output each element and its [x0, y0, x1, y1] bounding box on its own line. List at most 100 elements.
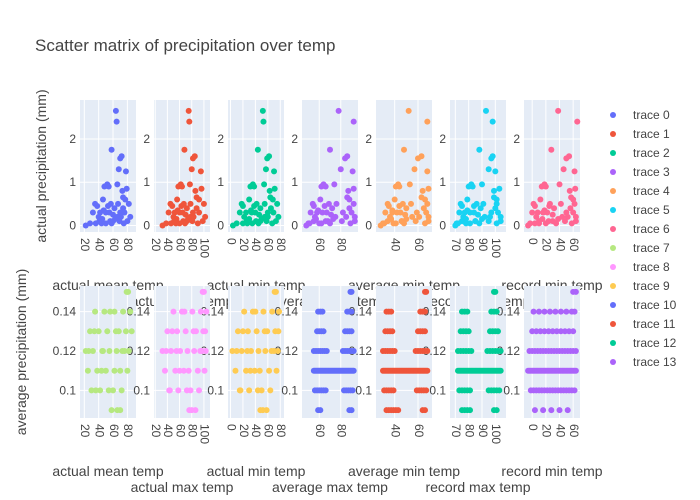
data-point[interactable]	[424, 367, 431, 374]
data-point[interactable]	[338, 218, 345, 225]
data-point[interactable]	[542, 183, 549, 190]
data-point[interactable]	[197, 348, 204, 355]
data-point[interactable]	[117, 209, 124, 216]
data-point[interactable]	[100, 207, 107, 214]
data-point[interactable]	[274, 348, 281, 355]
legend-item[interactable]: trace 9	[610, 279, 670, 293]
data-point[interactable]	[271, 168, 278, 175]
data-point[interactable]	[401, 146, 407, 153]
data-point[interactable]	[190, 328, 197, 335]
data-point[interactable]	[391, 348, 398, 355]
data-point[interactable]	[572, 185, 579, 192]
data-point[interactable]	[425, 185, 432, 192]
data-point[interactable]	[392, 220, 399, 227]
data-point[interactable]	[256, 367, 263, 374]
data-point[interactable]	[566, 328, 573, 335]
data-point[interactable]	[467, 407, 473, 414]
data-point[interactable]	[202, 348, 209, 355]
data-point[interactable]	[94, 367, 101, 374]
data-point[interactable]	[330, 216, 337, 223]
data-point[interactable]	[348, 308, 355, 315]
data-point[interactable]	[350, 200, 357, 207]
data-point[interactable]	[424, 118, 431, 125]
data-point[interactable]	[389, 328, 396, 335]
legend-item[interactable]: trace 10	[610, 298, 677, 312]
data-point[interactable]	[87, 328, 94, 335]
data-point[interactable]	[464, 308, 471, 315]
data-point[interactable]	[267, 387, 274, 394]
data-point[interactable]	[563, 308, 570, 315]
data-point[interactable]	[180, 367, 187, 374]
data-point[interactable]	[322, 183, 329, 190]
data-point[interactable]	[321, 203, 328, 210]
data-point[interactable]	[182, 328, 189, 335]
data-point[interactable]	[349, 168, 356, 175]
data-point[interactable]	[161, 367, 168, 374]
data-point[interactable]	[234, 328, 241, 335]
data-point[interactable]	[489, 153, 496, 160]
data-point[interactable]	[246, 387, 253, 394]
data-point[interactable]	[572, 288, 579, 295]
data-point[interactable]	[201, 367, 208, 374]
data-point[interactable]	[113, 118, 120, 125]
data-point[interactable]	[197, 308, 204, 315]
data-point[interactable]	[264, 209, 271, 216]
data-point[interactable]	[166, 387, 173, 394]
data-point[interactable]	[391, 196, 398, 203]
data-point[interactable]	[251, 183, 258, 190]
data-point[interactable]	[252, 308, 259, 315]
data-point[interactable]	[495, 209, 501, 216]
data-point[interactable]	[497, 218, 504, 225]
data-point[interactable]	[261, 181, 268, 188]
data-point[interactable]	[269, 308, 276, 315]
data-point[interactable]	[476, 220, 483, 227]
data-point[interactable]	[125, 200, 132, 207]
data-point[interactable]	[186, 181, 193, 188]
data-point[interactable]	[254, 146, 261, 153]
data-point[interactable]	[105, 183, 112, 190]
data-point[interactable]	[165, 209, 172, 216]
data-point[interactable]	[464, 207, 471, 214]
data-point[interactable]	[123, 185, 130, 192]
data-point[interactable]	[403, 216, 410, 223]
data-point[interactable]	[98, 367, 105, 374]
data-point[interactable]	[350, 348, 357, 355]
data-point[interactable]	[540, 407, 547, 414]
data-point[interactable]	[99, 348, 106, 355]
data-point[interactable]	[425, 218, 432, 225]
data-point[interactable]	[186, 118, 193, 125]
data-point[interactable]	[202, 328, 209, 335]
data-point[interactable]	[181, 308, 188, 315]
data-point[interactable]	[99, 196, 106, 203]
data-point[interactable]	[200, 200, 207, 207]
data-point[interactable]	[188, 166, 195, 173]
data-point[interactable]	[337, 166, 344, 173]
data-point[interactable]	[108, 220, 115, 227]
data-point[interactable]	[350, 118, 357, 125]
data-point[interactable]	[456, 209, 463, 216]
data-point[interactable]	[475, 211, 481, 218]
data-point[interactable]	[310, 218, 317, 225]
data-point[interactable]	[491, 194, 497, 201]
data-point[interactable]	[172, 367, 179, 374]
data-point[interactable]	[117, 407, 124, 414]
data-point[interactable]	[574, 118, 581, 125]
data-point[interactable]	[124, 218, 131, 225]
data-point[interactable]	[345, 187, 352, 194]
data-point[interactable]	[203, 308, 210, 315]
data-point[interactable]	[496, 387, 503, 394]
data-point[interactable]	[91, 328, 98, 335]
data-point[interactable]	[189, 308, 196, 315]
legend-item[interactable]: trace 11	[610, 317, 676, 331]
data-point[interactable]	[105, 387, 112, 394]
data-point[interactable]	[396, 183, 403, 190]
data-point[interactable]	[247, 367, 254, 374]
data-point[interactable]	[331, 181, 338, 188]
data-point[interactable]	[271, 185, 278, 192]
data-point[interactable]	[343, 213, 350, 220]
data-point[interactable]	[572, 218, 579, 225]
data-point[interactable]	[327, 146, 333, 153]
data-point[interactable]	[459, 218, 465, 225]
data-point[interactable]	[557, 328, 564, 335]
data-point[interactable]	[117, 367, 124, 374]
